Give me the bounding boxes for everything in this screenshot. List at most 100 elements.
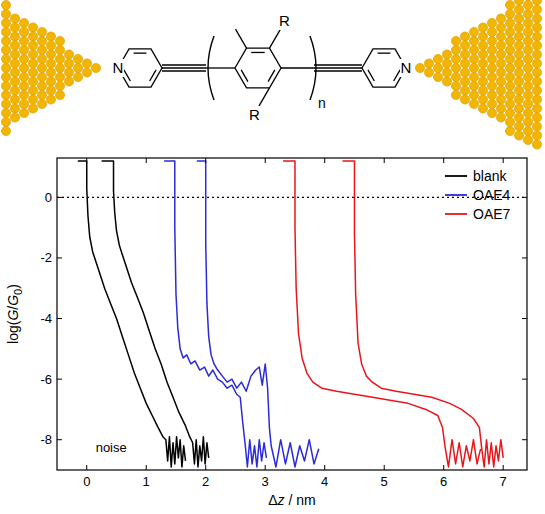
gold-atom bbox=[37, 27, 46, 36]
gold-atom bbox=[514, 104, 523, 113]
gold-atom bbox=[514, 14, 523, 23]
double-bond bbox=[241, 70, 248, 82]
gold-atom bbox=[532, 104, 541, 113]
gold-atom bbox=[478, 32, 487, 41]
gold-atom bbox=[64, 59, 73, 68]
plot-area bbox=[78, 161, 503, 467]
gold-atom bbox=[91, 63, 100, 72]
gold-atom bbox=[532, 0, 541, 5]
gold-atom bbox=[532, 140, 541, 149]
gold-atom bbox=[55, 81, 64, 90]
gold-atom bbox=[10, 95, 19, 104]
x-tick-label: 6 bbox=[440, 474, 447, 489]
gold-atom bbox=[505, 45, 514, 54]
gold-atom bbox=[505, 90, 514, 99]
triple-bond bbox=[314, 64, 362, 65]
gold-atom bbox=[523, 72, 532, 81]
gold-atom bbox=[469, 27, 478, 36]
gold-atom bbox=[514, 68, 523, 77]
text-run: Δ bbox=[268, 492, 277, 508]
gold-atom bbox=[514, 77, 523, 86]
gold-atom bbox=[28, 86, 37, 95]
gold-atom bbox=[1, 117, 10, 126]
annotation: noise bbox=[96, 440, 127, 455]
gold-atom bbox=[55, 54, 64, 63]
gold-atom bbox=[523, 9, 532, 18]
gold-atom bbox=[46, 41, 55, 50]
gold-atom bbox=[37, 54, 46, 63]
gold-atom bbox=[1, 18, 10, 27]
gold-atom bbox=[469, 63, 478, 72]
gold-atom bbox=[37, 81, 46, 90]
y-tick bbox=[522, 379, 527, 380]
gold-atom bbox=[514, 32, 523, 41]
gold-atom bbox=[10, 14, 19, 23]
gold-atom bbox=[532, 32, 541, 41]
gold-atom bbox=[469, 99, 478, 108]
gold-atom bbox=[10, 50, 19, 59]
gold-atom bbox=[505, 54, 514, 63]
triple-bond bbox=[162, 67, 206, 68]
gold-atom bbox=[55, 72, 64, 81]
gold-atom bbox=[46, 32, 55, 41]
gold-atom bbox=[1, 99, 10, 108]
gold-atom bbox=[469, 54, 478, 63]
x-tick bbox=[86, 158, 87, 163]
gold-atom bbox=[532, 59, 541, 68]
bond bbox=[206, 67, 235, 68]
gold-atom bbox=[1, 81, 10, 90]
gold-atom bbox=[1, 126, 10, 135]
gold-atom bbox=[523, 36, 532, 45]
gold-atom bbox=[1, 0, 10, 9]
gold-atom bbox=[1, 27, 10, 36]
gold-atom bbox=[532, 41, 541, 50]
gold-atom bbox=[1, 90, 10, 99]
gold-atom bbox=[19, 90, 28, 99]
y-tick bbox=[57, 197, 62, 198]
double-bond bbox=[134, 52, 147, 53]
gold-atom bbox=[505, 99, 514, 108]
gold-atom bbox=[1, 45, 10, 54]
x-tick-label: 2 bbox=[202, 474, 209, 489]
gold-atom bbox=[10, 113, 19, 122]
gold-atom bbox=[532, 50, 541, 59]
legend-label: blank bbox=[473, 168, 507, 184]
gold-atom bbox=[487, 27, 496, 36]
gold-atom bbox=[442, 68, 451, 77]
legend: blankOAE4OAE7 bbox=[445, 168, 511, 222]
gold-atom bbox=[10, 59, 19, 68]
gold-atom bbox=[19, 72, 28, 81]
atom-label: R bbox=[279, 12, 290, 29]
gold-atom bbox=[505, 36, 514, 45]
gold-atom bbox=[1, 63, 10, 72]
gold-atom bbox=[523, 54, 532, 63]
gold-atom bbox=[28, 41, 37, 50]
gold-atom bbox=[478, 59, 487, 68]
y-tick bbox=[57, 439, 62, 440]
x-tick bbox=[146, 158, 147, 163]
gold-atom bbox=[460, 59, 469, 68]
x-tick bbox=[205, 465, 206, 470]
gold-atom bbox=[82, 68, 91, 77]
text-run: G bbox=[5, 295, 21, 306]
double-bond bbox=[368, 70, 374, 81]
gold-atom bbox=[55, 45, 64, 54]
gold-atom bbox=[28, 77, 37, 86]
gold-atom bbox=[496, 41, 505, 50]
gold-atom bbox=[442, 59, 451, 68]
gold-atom bbox=[55, 63, 64, 72]
gold-atom bbox=[28, 59, 37, 68]
gold-atom bbox=[505, 0, 514, 9]
gold-atom bbox=[523, 126, 532, 135]
gold-atom bbox=[19, 108, 28, 117]
gold-atom bbox=[19, 18, 28, 27]
double-bond bbox=[378, 52, 391, 53]
label-ground bbox=[279, 12, 291, 30]
gold-atom bbox=[55, 90, 64, 99]
gold-atom bbox=[496, 32, 505, 41]
gold-atom bbox=[505, 9, 514, 18]
gold-atom bbox=[505, 81, 514, 90]
x-tick bbox=[324, 465, 325, 470]
gold-atom bbox=[1, 72, 10, 81]
gold-atom bbox=[514, 59, 523, 68]
